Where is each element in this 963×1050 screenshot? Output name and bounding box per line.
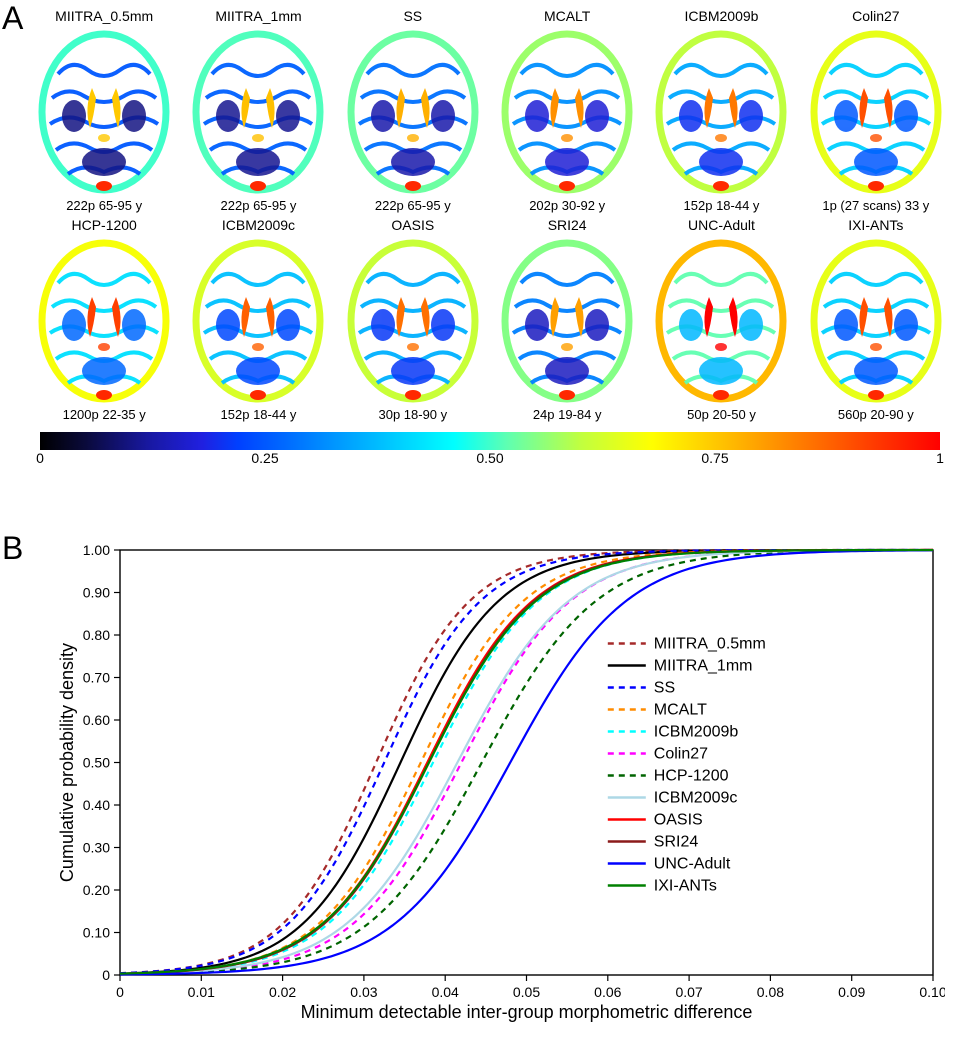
brain-cell: SS 222p 65 [339, 8, 487, 213]
svg-text:0.04: 0.04 [432, 984, 459, 1000]
colorbar-wrap: 00.250.500.751 [40, 432, 940, 470]
brain-cell: Colin27 1p [802, 8, 950, 213]
legend-label: OASIS [654, 812, 703, 829]
colorbar [40, 432, 940, 450]
brain-subtitle: 24p 19-84 y [533, 407, 602, 422]
svg-text:0.70: 0.70 [83, 670, 110, 686]
brain-image [806, 28, 946, 196]
figure-container: A MIITRA_0.5mm [0, 0, 963, 1050]
brain-cell: MIITRA_1mm [184, 8, 332, 213]
colorbar-ticks: 00.250.500.751 [40, 450, 940, 470]
brain-title: OASIS [391, 217, 434, 233]
brain-title: HCP-1200 [71, 217, 136, 233]
legend-label: IXI-ANTs [654, 878, 717, 895]
legend-label: HCP-1200 [654, 768, 729, 785]
legend-label: UNC-Adult [654, 856, 731, 873]
brain-cell: MIITRA_0.5mm [30, 8, 178, 213]
brain-title: UNC-Adult [688, 217, 755, 233]
brain-image [343, 28, 483, 196]
legend-label: ICBM2009b [654, 724, 739, 741]
brain-subtitle: 30p 18-90 y [378, 407, 447, 422]
svg-text:0: 0 [102, 967, 110, 983]
svg-text:0.10: 0.10 [919, 984, 945, 1000]
svg-text:0.03: 0.03 [350, 984, 377, 1000]
panel-label-b: B [2, 530, 23, 567]
brain-title: MIITRA_1mm [215, 8, 301, 24]
brain-subtitle: 202p 30-92 y [529, 198, 605, 213]
cdf-chart: 0 0.01 0.02 0.03 0.04 0.05 0.06 0.07 0.08 0.09 0.1… [55, 540, 945, 1030]
brain-subtitle: 222p 65-95 y [221, 198, 297, 213]
svg-text:0.02: 0.02 [269, 984, 296, 1000]
brain-title: ICBM2009c [222, 217, 295, 233]
svg-text:0.01: 0.01 [188, 984, 215, 1000]
colorbar-tick: 0.50 [476, 450, 503, 466]
brain-title: Colin27 [852, 8, 899, 24]
svg-text:0.08: 0.08 [757, 984, 784, 1000]
legend-label: ICBM2009c [654, 790, 738, 807]
legend-label: SS [654, 680, 675, 697]
brain-subtitle: 50p 20-50 y [687, 407, 756, 422]
svg-text:0.07: 0.07 [675, 984, 702, 1000]
colorbar-tick: 0.25 [251, 450, 278, 466]
brain-grid: MIITRA_0.5mm [30, 8, 950, 422]
colorbar-tick: 0 [36, 450, 44, 466]
brain-cell: SRI24 24p [493, 217, 641, 422]
svg-text:0: 0 [116, 984, 124, 1000]
svg-text:0.50: 0.50 [83, 755, 110, 771]
brain-image [34, 28, 174, 196]
brain-cell: IXI-ANTs 5 [802, 217, 950, 422]
brain-title: SRI24 [548, 217, 587, 233]
brain-cell: MCALT 202p [493, 8, 641, 213]
brain-image [497, 237, 637, 405]
brain-image [188, 28, 328, 196]
brain-image [651, 28, 791, 196]
brain-title: MCALT [544, 8, 590, 24]
brain-cell: ICBM2009b [647, 8, 795, 213]
svg-text:0.10: 0.10 [83, 925, 110, 941]
brain-image [188, 237, 328, 405]
svg-text:0.30: 0.30 [83, 840, 110, 856]
brain-image [497, 28, 637, 196]
svg-text:0.80: 0.80 [83, 627, 110, 643]
brain-cell: HCP-1200 1 [30, 217, 178, 422]
panel-a: MIITRA_0.5mm [30, 8, 950, 470]
panel-label-a: A [2, 0, 23, 37]
colorbar-tick: 1 [936, 450, 944, 466]
brain-cell: OASIS 30p [339, 217, 487, 422]
brain-subtitle: 1p (27 scans) 33 y [822, 198, 929, 213]
brain-image [343, 237, 483, 405]
brain-subtitle: 1200p 22-35 y [63, 407, 146, 422]
legend-label: MCALT [654, 702, 707, 719]
svg-text:0.06: 0.06 [594, 984, 621, 1000]
brain-subtitle: 222p 65-95 y [375, 198, 451, 213]
brain-image [651, 237, 791, 405]
svg-text:0.90: 0.90 [83, 585, 110, 601]
brain-title: MIITRA_0.5mm [55, 8, 153, 24]
brain-cell: UNC-Adult [647, 217, 795, 422]
brain-cell: ICBM2009c [184, 217, 332, 422]
brain-subtitle: 152p 18-44 y [221, 407, 297, 422]
panel-b: 0 0.01 0.02 0.03 0.04 0.05 0.06 0.07 0.08 0.09 0.1… [55, 540, 945, 1030]
brain-image [34, 237, 174, 405]
svg-text:1.00: 1.00 [83, 542, 110, 558]
svg-text:Cumulative probability density: Cumulative probability density [57, 643, 77, 882]
brain-title: IXI-ANTs [848, 217, 903, 233]
brain-title: SS [403, 8, 422, 24]
brain-subtitle: 222p 65-95 y [66, 198, 142, 213]
svg-text:0.20: 0.20 [83, 882, 110, 898]
svg-text:0.05: 0.05 [513, 984, 540, 1000]
legend-label: SRI24 [654, 834, 699, 851]
colorbar-tick: 0.75 [701, 450, 728, 466]
svg-text:0.60: 0.60 [83, 712, 110, 728]
brain-image [806, 237, 946, 405]
svg-text:0.40: 0.40 [83, 797, 110, 813]
legend-label: MIITRA_1mm [654, 658, 753, 675]
svg-text:0.09: 0.09 [838, 984, 865, 1000]
svg-text:Minimum detectable inter-group: Minimum detectable inter-group morphomet… [301, 1002, 753, 1022]
legend-label: Colin27 [654, 746, 708, 763]
legend-label: MIITRA_0.5mm [654, 636, 766, 653]
brain-subtitle: 560p 20-90 y [838, 407, 914, 422]
brain-title: ICBM2009b [685, 8, 759, 24]
brain-subtitle: 152p 18-44 y [684, 198, 760, 213]
